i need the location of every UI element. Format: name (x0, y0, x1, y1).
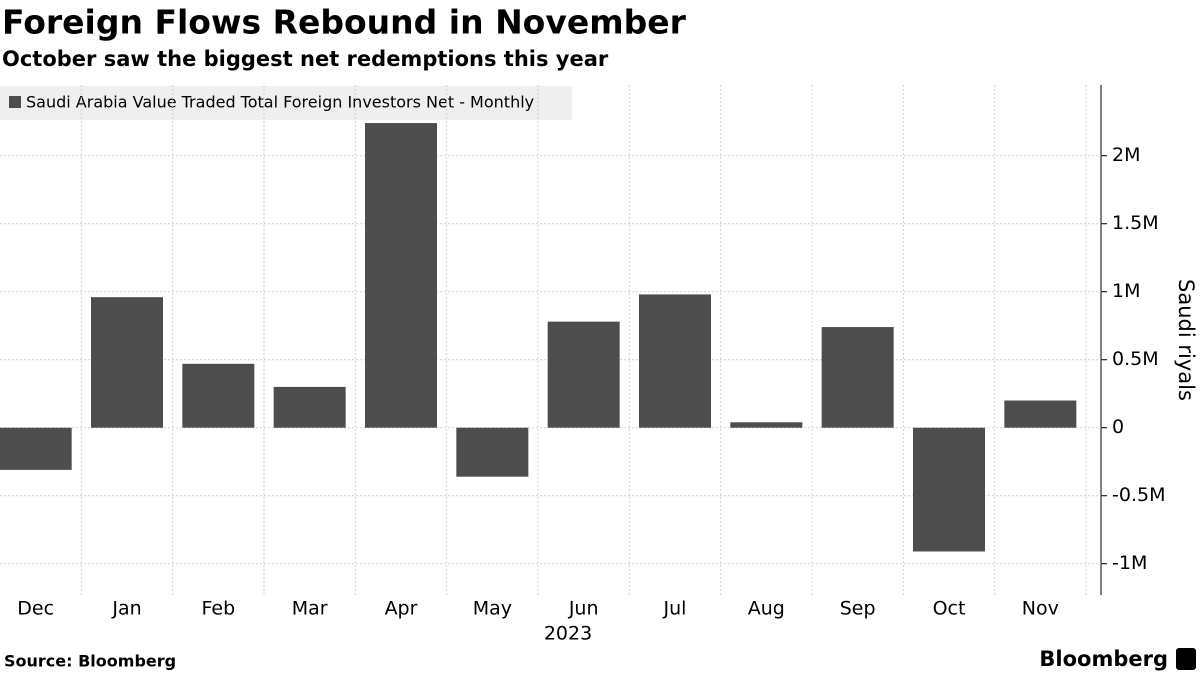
brand-icon (1176, 648, 1196, 670)
bar (1004, 400, 1077, 428)
bar (273, 386, 346, 428)
bar (639, 294, 711, 428)
y-tick-label: 0 (1112, 416, 1124, 438)
bar (547, 321, 620, 428)
y-tick-label: 1M (1112, 280, 1140, 302)
y-tick-label: -1M (1112, 552, 1147, 574)
x-tick-label: Jan (111, 598, 141, 620)
x-tick-label: Jul (663, 598, 687, 620)
legend-label: Saudi Arabia Value Traded Total Foreign … (26, 93, 534, 112)
bar (182, 363, 255, 428)
x-tick-label: Feb (202, 598, 236, 620)
x-tick-label: May (473, 598, 512, 620)
legend-swatch (9, 96, 21, 108)
bar (730, 422, 803, 428)
brand: Bloomberg (1039, 647, 1168, 671)
y-tick-label: 0.5M (1112, 348, 1159, 370)
chart-title: Foreign Flows Rebound in November (2, 3, 687, 42)
y-tick-label: 2M (1112, 144, 1140, 166)
y-tick-label: -0.5M (1112, 484, 1165, 506)
x-tick-label: Mar (292, 598, 328, 620)
source: Source: Bloomberg (4, 652, 176, 671)
x-group-label: 2023 (544, 623, 592, 645)
x-tick-label: Oct (933, 598, 966, 620)
bar (91, 297, 163, 428)
legend-box (0, 86, 572, 120)
x-tick-label: Sep (840, 598, 876, 620)
x-tick-label: Apr (385, 598, 418, 620)
bar (456, 427, 529, 477)
chart-subtitle: October saw the biggest net redemptions … (2, 47, 609, 71)
x-tick-label: Dec (17, 598, 54, 620)
y-tick-label: 1.5M (1112, 212, 1159, 234)
x-tick-label: Jun (568, 598, 599, 620)
bar (0, 427, 72, 470)
bar (913, 427, 985, 552)
bar (365, 123, 437, 428)
x-tick-label: Nov (1022, 598, 1059, 620)
y-axis-label: Saudi riyals (1174, 279, 1198, 401)
bar (821, 327, 894, 428)
x-tick-label: Aug (748, 598, 785, 620)
